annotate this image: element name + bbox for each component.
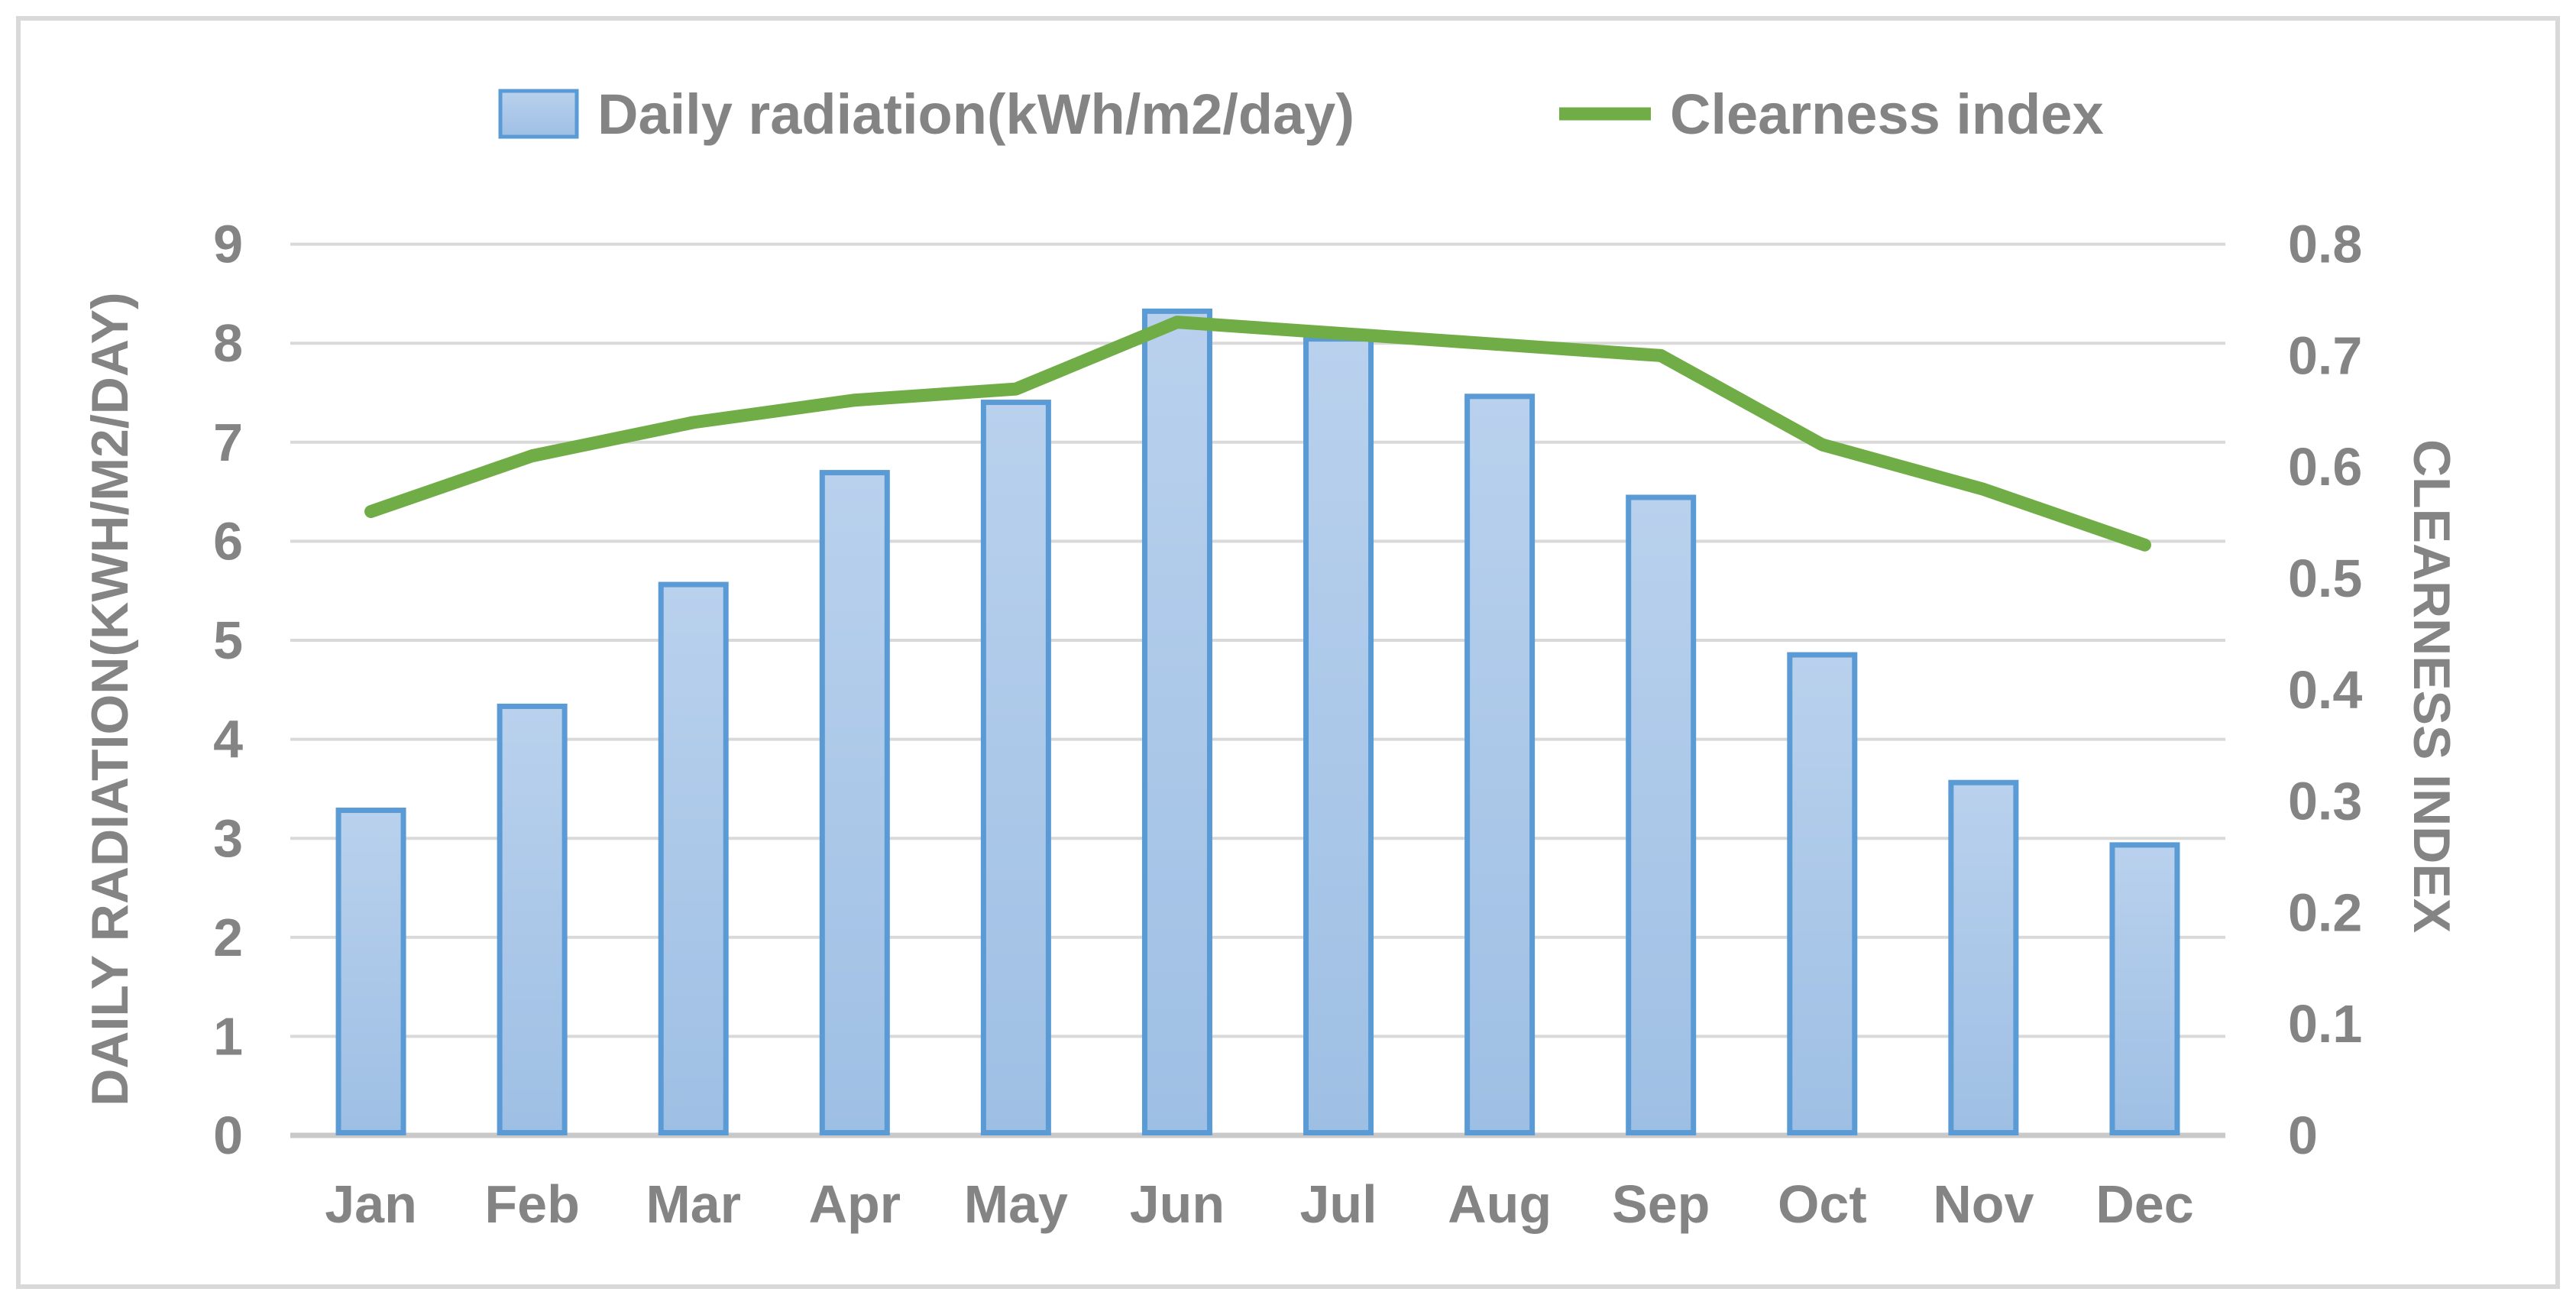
chart-outer-border	[16, 16, 2560, 1289]
bar-dec	[2109, 842, 2180, 1136]
bar-nov	[1948, 779, 2019, 1135]
x-tick-dec: Dec	[2095, 1174, 2193, 1234]
left-tick-1: 1	[213, 1006, 243, 1066]
x-tick-nov: Nov	[1933, 1174, 2034, 1234]
x-tick-jan: Jan	[325, 1174, 417, 1234]
bar-sep	[1626, 494, 1697, 1135]
right-tick-0.2: 0.2	[2288, 882, 2362, 942]
bar-mar	[658, 581, 729, 1135]
right-axis-title: CLEARNESS INDEX	[2403, 439, 2461, 933]
right-tick-0.3: 0.3	[2288, 772, 2362, 831]
bar-jun	[1141, 308, 1212, 1136]
bar-oct	[1787, 652, 1858, 1135]
x-tick-sep: Sep	[1612, 1174, 1710, 1234]
clearness-index-line	[364, 316, 2151, 552]
left-axis-title: DAILY RADIATION(KWH/M2/DAY)	[81, 292, 139, 1106]
right-tick-0.4: 0.4	[2288, 660, 2362, 720]
x-tick-may: May	[964, 1174, 1068, 1234]
bar-series	[335, 308, 2180, 1136]
right-tick-0.1: 0.1	[2288, 994, 2362, 1054]
bar-jan	[335, 808, 406, 1136]
x-tick-jul: Jul	[1299, 1174, 1377, 1234]
left-tick-8: 8	[213, 313, 243, 373]
right-axis-ticks: 0 0.1 0.2 0.3 0.4 0.5 0.6 0.7 0.8	[2288, 215, 2362, 1165]
left-tick-2: 2	[213, 908, 243, 967]
x-tick-apr: Apr	[809, 1174, 901, 1234]
bar-may	[980, 400, 1051, 1135]
left-tick-0: 0	[213, 1106, 243, 1165]
x-tick-feb: Feb	[484, 1174, 579, 1234]
x-tick-mar: Mar	[646, 1174, 740, 1234]
right-tick-0: 0	[2288, 1106, 2318, 1165]
line-series	[364, 316, 2151, 552]
x-tick-jun: Jun	[1130, 1174, 1225, 1234]
bar-apr	[819, 470, 890, 1135]
right-tick-0.6: 0.6	[2288, 437, 2362, 497]
left-tick-6: 6	[213, 511, 243, 571]
legend-line-label: Clearness index	[1670, 83, 2104, 146]
left-tick-3: 3	[213, 808, 243, 868]
left-tick-4: 4	[213, 710, 243, 769]
bar-feb	[497, 703, 568, 1135]
left-axis-ticks: 0 1 2 3 4 5 6 7 8 9	[213, 215, 243, 1165]
axis-titles: DAILY RADIATION(KWH/M2/DAY) CLEARNESS IND…	[81, 292, 2461, 1106]
chart-frame	[16, 16, 2560, 1289]
left-tick-9: 9	[213, 215, 243, 274]
left-tick-7: 7	[213, 413, 243, 472]
right-tick-0.5: 0.5	[2288, 549, 2362, 608]
x-axis-ticks: Jan Feb Mar Apr May Jun Jul Aug Sep Oct Nov Dec	[325, 1174, 2193, 1234]
legend-bar-label: Daily radiation(kWh/m2/day)	[597, 83, 1354, 146]
right-tick-0.8: 0.8	[2288, 215, 2362, 274]
legend: Daily radiation(kWh/m2/day) Clearness ind…	[498, 83, 2104, 146]
right-tick-0.7: 0.7	[2288, 325, 2362, 385]
x-tick-aug: Aug	[1448, 1174, 1552, 1234]
gridlines	[290, 242, 2225, 1138]
bar-aug	[1464, 393, 1536, 1135]
x-tick-oct: Oct	[1778, 1174, 1867, 1234]
legend-bar-swatch	[498, 89, 579, 139]
left-tick-5: 5	[213, 610, 243, 670]
bar-jul	[1303, 336, 1374, 1135]
